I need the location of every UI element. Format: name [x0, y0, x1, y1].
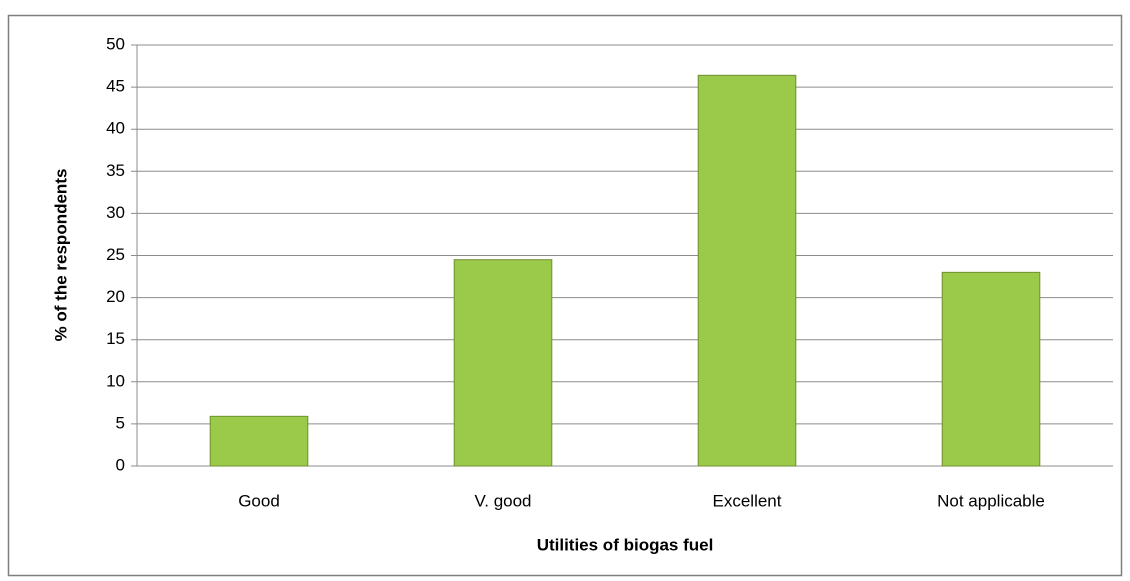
- y-tick-label: 25: [106, 245, 125, 264]
- x-axis-title: Utilities of biogas fuel: [537, 535, 714, 554]
- y-tick-label: 45: [106, 77, 125, 96]
- x-tick-label: Not applicable: [937, 491, 1045, 510]
- y-tick-label: 5: [116, 413, 125, 432]
- bar: [209, 415, 309, 467]
- y-tick-label: 50: [106, 34, 125, 53]
- bar: [453, 259, 553, 467]
- y-axis-title: % of the respondents: [51, 169, 70, 342]
- bar: [697, 74, 797, 467]
- y-tick-label: 30: [106, 203, 125, 222]
- y-tick-label: 10: [106, 371, 125, 390]
- y-tick-label: 40: [106, 119, 125, 138]
- x-tick-label: Excellent: [713, 491, 782, 510]
- y-tick-label: 15: [106, 329, 125, 348]
- y-tick-label: 20: [106, 287, 125, 306]
- y-tick-label: 0: [116, 455, 125, 474]
- x-tick-label: V. good: [474, 491, 531, 510]
- y-tick-label: 35: [106, 161, 125, 180]
- bar: [941, 271, 1041, 467]
- chart-frame: [7, 14, 1123, 577]
- x-tick-label: Good: [238, 491, 280, 510]
